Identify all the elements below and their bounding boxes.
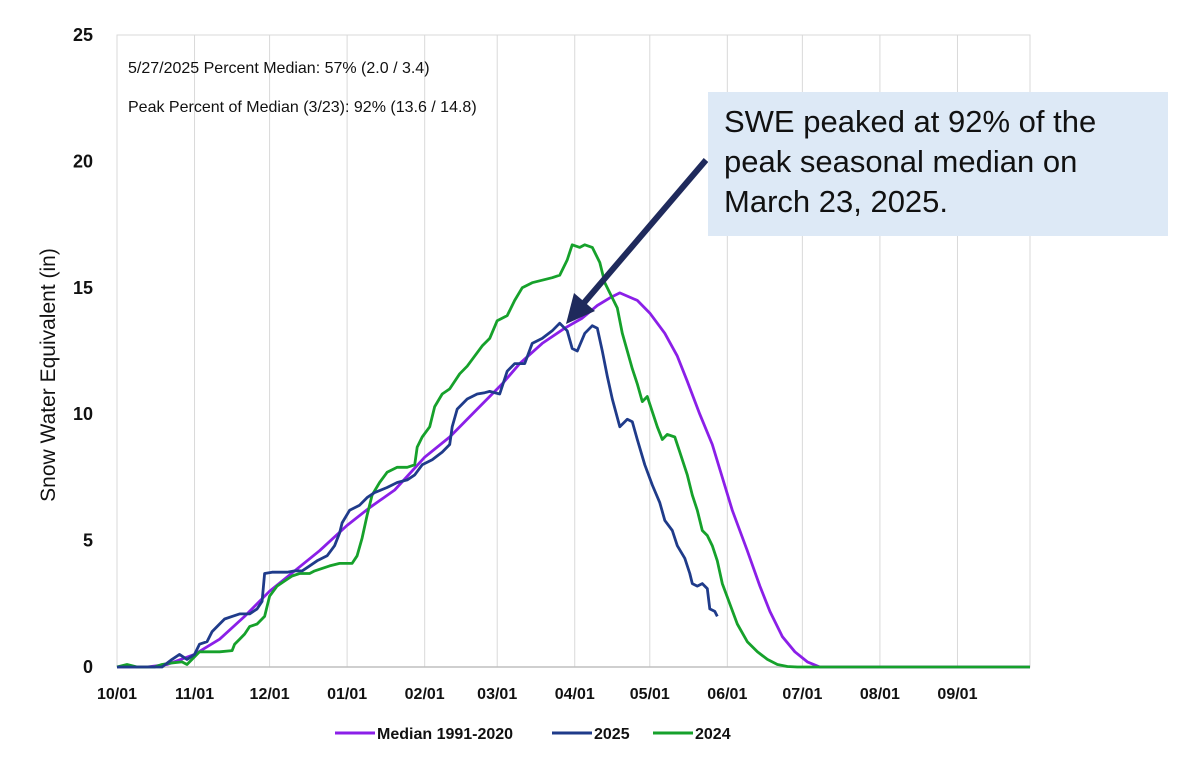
y-tick-label: 25 [73, 25, 93, 45]
annotation-peak-percent: Peak Percent of Median (3/23): 92% (13.6… [128, 99, 477, 116]
callout-text: SWE peaked at 92% of the peak seasonal m… [724, 104, 1097, 219]
series-line-2024 [116, 243, 1030, 669]
x-tick-label: 03/01 [477, 686, 517, 703]
callout-arrow [566, 158, 709, 324]
x-axis-ticks: 10/01 11/01 12/01 01/01 02/01 03/01 04/01 05/01… [97, 686, 978, 703]
annotation-percent-median: 5/27/2025 Percent Median: 57% (2.0 / 3.4… [128, 60, 430, 77]
y-tick-label: 20 [73, 151, 93, 171]
legend-label: 2025 [594, 726, 630, 743]
y-tick-label: 5 [83, 531, 93, 551]
x-tick-label: 01/01 [327, 686, 367, 703]
x-tick-label: 05/01 [630, 686, 670, 703]
series-line-2025 [117, 321, 719, 669]
x-tick-label: 10/01 [97, 686, 137, 703]
legend-label: Median 1991-2020 [377, 726, 513, 743]
x-tick-label: 02/01 [405, 686, 445, 703]
x-tick-label: 08/01 [860, 686, 900, 703]
y-tick-label: 0 [83, 657, 93, 677]
callout-box: SWE peaked at 92% of the peak seasonal m… [708, 92, 1168, 236]
y-axis-label: Snow Water Equivalent (in) [37, 248, 60, 502]
y-axis-ticks: 0 5 10 15 20 25 [73, 25, 93, 677]
x-tick-label: 06/01 [707, 686, 747, 703]
x-tick-label: 09/01 [937, 686, 977, 703]
legend: Median 1991-2020 2025 2024 [335, 726, 731, 743]
x-tick-label: 04/01 [555, 686, 595, 703]
legend-label: 2024 [695, 726, 731, 743]
x-tick-label: 11/01 [175, 686, 214, 703]
x-tick-label: 12/01 [250, 686, 290, 703]
y-tick-label: 15 [73, 278, 93, 298]
y-tick-label: 10 [73, 404, 93, 424]
x-tick-label: 07/01 [782, 686, 822, 703]
